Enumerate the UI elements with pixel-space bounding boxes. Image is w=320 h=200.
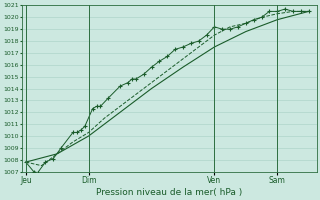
X-axis label: Pression niveau de la mer( hPa ): Pression niveau de la mer( hPa ) — [96, 188, 242, 197]
